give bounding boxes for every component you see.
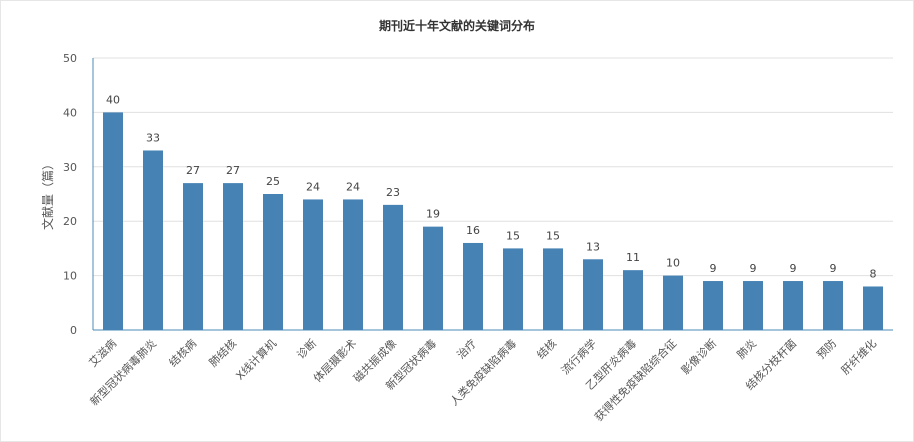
x-tick-label: 结核 <box>534 336 559 361</box>
x-tick-label: 流行病学 <box>558 336 599 377</box>
value-label: 27 <box>226 164 240 177</box>
bar <box>343 199 363 330</box>
x-tick-label: 结核病 <box>166 336 199 369</box>
y-tick-label: 20 <box>63 215 77 228</box>
x-tick-label: 肺结核 <box>206 336 239 369</box>
value-label: 8 <box>870 267 877 280</box>
x-tick-label: 治疗 <box>454 336 479 361</box>
value-label: 9 <box>790 262 797 275</box>
x-tick-label: 影像诊断 <box>678 336 719 377</box>
x-tick-label: 预防 <box>814 336 839 361</box>
bar <box>783 281 803 330</box>
x-tick-label: 肺炎 <box>734 337 759 362</box>
bar <box>383 204 403 330</box>
value-label: 11 <box>626 251 640 264</box>
value-label: 19 <box>426 208 440 221</box>
bar <box>663 275 683 330</box>
bar <box>623 270 643 330</box>
bar <box>583 259 603 330</box>
bar <box>423 226 443 330</box>
y-tick-label: 30 <box>63 161 77 174</box>
value-label: 16 <box>466 224 480 237</box>
value-label: 9 <box>710 262 717 275</box>
x-tick-label: X线计算机 <box>233 336 279 382</box>
bar <box>463 242 483 330</box>
bar <box>503 248 523 330</box>
bar <box>303 199 323 330</box>
value-label: 10 <box>666 257 680 270</box>
y-tick-label: 40 <box>63 106 77 119</box>
value-label: 24 <box>306 180 320 193</box>
value-label: 33 <box>146 131 160 144</box>
y-tick-label: 50 <box>63 52 77 65</box>
value-label: 15 <box>506 229 520 242</box>
chart-title: 期刊近十年文献的关键词分布 <box>379 18 535 33</box>
bar <box>183 183 203 330</box>
x-tick-label: 肝纤维化 <box>838 336 879 377</box>
bar <box>823 281 843 330</box>
value-label: 23 <box>386 186 400 199</box>
bar <box>863 286 883 330</box>
bar <box>143 150 163 330</box>
value-label: 27 <box>186 164 200 177</box>
bar <box>263 194 283 330</box>
bar <box>743 281 763 330</box>
y-tick-label: 0 <box>70 324 77 337</box>
value-label: 15 <box>546 229 560 242</box>
y-axis-label: 文献量（篇） <box>40 158 55 230</box>
value-label: 9 <box>750 262 757 275</box>
value-label: 40 <box>106 93 120 106</box>
value-label: 24 <box>346 180 360 193</box>
value-label: 25 <box>266 175 280 188</box>
x-tick-label: 人类免疫缺陷病毒 <box>447 336 519 408</box>
bar <box>223 183 243 330</box>
x-tick-label: 新型冠状病毒肺炎 <box>87 336 159 408</box>
x-tick-label: 艾滋病 <box>86 336 119 369</box>
bar <box>703 281 723 330</box>
gridlines <box>93 57 893 277</box>
bars <box>103 112 883 331</box>
bar <box>103 112 123 331</box>
x-tick-label: 诊断 <box>294 336 319 361</box>
bar <box>543 248 563 330</box>
value-label: 9 <box>830 262 837 275</box>
value-labels: 40 33 27 27 25 24 24 23 19 16 15 15 13 11 10 9 9 9 9 8 <box>106 93 877 280</box>
y-tick-label: 10 <box>63 270 77 283</box>
value-label: 13 <box>586 240 600 253</box>
y-axis-ticks: 0 10 20 30 40 50 <box>63 52 77 337</box>
